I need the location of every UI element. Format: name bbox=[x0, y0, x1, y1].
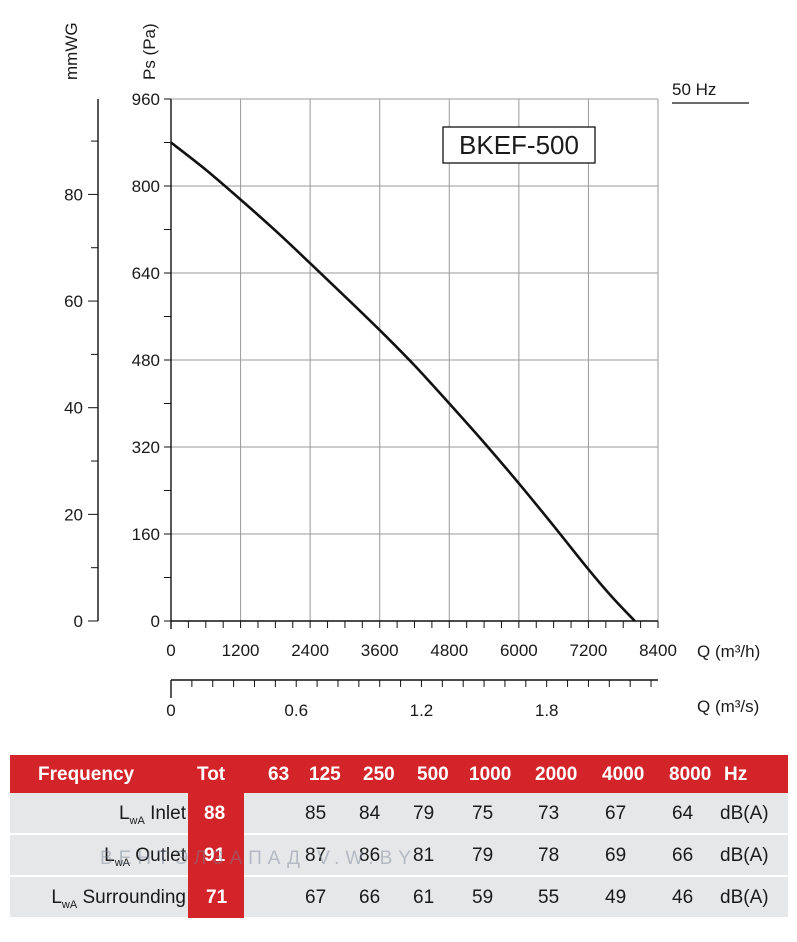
band-value: 84 bbox=[359, 803, 381, 824]
mmwg-tick-label: 0 bbox=[74, 612, 83, 631]
band-header: 2000 bbox=[535, 764, 578, 785]
band-header: 4000 bbox=[602, 764, 645, 785]
band-header: 125 bbox=[309, 764, 341, 785]
unit-header: Hz bbox=[724, 764, 748, 785]
table-row-outlet: LwA Outlet 91 87 86 81 79 78 69 66 dB(A) bbox=[10, 835, 788, 875]
mmwg-axis-label: mmWG bbox=[62, 22, 81, 80]
m3s-axis: 0 0.6 1.2 1.8 bbox=[166, 679, 658, 720]
x-tick-label: 8400 bbox=[639, 641, 677, 660]
band-value: 61 bbox=[413, 887, 435, 908]
band-header: 8000 bbox=[669, 764, 712, 785]
band-value: 67 bbox=[605, 803, 627, 824]
watermark: ВЕНТЭЛЗАПАД V.W.BY bbox=[100, 848, 417, 869]
m3s-tick-label: 1.2 bbox=[410, 701, 434, 720]
y-tick-labels: 0 160 320 480 640 800 960 bbox=[132, 90, 160, 631]
m3s-tick-label: 1.8 bbox=[535, 701, 559, 720]
band-header: 500 bbox=[417, 764, 449, 785]
x-tick-label: 0 bbox=[166, 641, 175, 660]
unit-value: dB(A) bbox=[720, 845, 769, 866]
tot-column bbox=[188, 793, 244, 918]
x-tick-labels: 0 1200 2400 3600 4800 6000 7200 8400 bbox=[166, 641, 677, 660]
band-value: 59 bbox=[472, 887, 494, 908]
sound-power-table: Frequency Tot 63 125 250 500 1000 2000 4… bbox=[10, 755, 788, 922]
unit-value: dB(A) bbox=[720, 887, 769, 908]
mmwg-tick-label: 80 bbox=[64, 185, 83, 204]
band-value: 64 bbox=[672, 803, 694, 824]
mmwg-axis: 0 20 40 60 80 bbox=[64, 99, 99, 631]
mmwg-tick-label: 60 bbox=[64, 292, 83, 311]
chart-axes bbox=[164, 98, 659, 629]
mmwg-tick-label: 40 bbox=[64, 399, 83, 418]
band-header: 250 bbox=[363, 764, 395, 785]
band-value: 81 bbox=[413, 845, 435, 866]
x-tick-label: 7200 bbox=[570, 641, 608, 660]
m3s-tick-label: 0 bbox=[166, 701, 175, 720]
chart-title: BKEF-500 bbox=[459, 130, 579, 160]
band-value: 55 bbox=[538, 887, 560, 908]
y-tick-label: 960 bbox=[132, 90, 160, 109]
band-value: 66 bbox=[359, 887, 381, 908]
row-label: LwA Outlet bbox=[104, 845, 186, 869]
band-value: 73 bbox=[538, 803, 560, 824]
table-row bbox=[10, 835, 788, 875]
band-value: 66 bbox=[672, 845, 694, 866]
band-header: 63 bbox=[268, 764, 290, 785]
y-tick-label: 0 bbox=[151, 612, 160, 631]
x-tick-label: 4800 bbox=[430, 641, 468, 660]
band-value: 67 bbox=[305, 887, 327, 908]
x-tick-label: 1200 bbox=[222, 641, 260, 660]
row-label: LwA Surrounding bbox=[51, 887, 186, 911]
x-tick-label: 2400 bbox=[291, 641, 329, 660]
model-label-box bbox=[442, 126, 596, 164]
band-value: 79 bbox=[472, 845, 494, 866]
tot-value: 71 bbox=[206, 887, 228, 908]
band-value: 75 bbox=[472, 803, 494, 824]
ps-axis-label: Ps (Pa) bbox=[140, 23, 159, 80]
table-row-inlet: LwA Inlet 88 85 84 79 75 73 67 64 dB(A) bbox=[10, 793, 788, 833]
mmwg-tick-label: 20 bbox=[64, 505, 83, 524]
table-header: Frequency Tot 63 125 250 500 1000 2000 4… bbox=[10, 755, 788, 793]
band-value: 79 bbox=[413, 803, 435, 824]
x-tick-label: 3600 bbox=[361, 641, 399, 660]
y-tick-label: 160 bbox=[132, 525, 160, 544]
y-tick-label: 800 bbox=[132, 177, 160, 196]
x-axis-label: Q (m³/h) bbox=[697, 642, 760, 661]
tot-value: 91 bbox=[204, 845, 226, 866]
x-axis-secondary-label: Q (m³/s) bbox=[697, 697, 759, 716]
tot-value: 88 bbox=[204, 803, 226, 824]
band-value: 78 bbox=[538, 845, 560, 866]
table-row-surrounding: LwA Surrounding 71 67 66 61 59 55 49 46 … bbox=[10, 877, 788, 917]
band-value: 85 bbox=[305, 803, 327, 824]
frequency-header: Frequency bbox=[38, 764, 135, 785]
y-tick-label: 320 bbox=[132, 438, 160, 457]
m3s-tick-label: 0.6 bbox=[284, 701, 308, 720]
band-value: 69 bbox=[605, 845, 627, 866]
frequency-label: 50 Hz bbox=[672, 80, 716, 99]
table-row bbox=[10, 793, 788, 833]
band-value: 87 bbox=[305, 845, 327, 866]
band-value: 49 bbox=[605, 887, 627, 908]
x-tick-label: 6000 bbox=[500, 641, 538, 660]
unit-value: dB(A) bbox=[720, 803, 769, 824]
table-row bbox=[10, 877, 788, 917]
band-value: 86 bbox=[359, 845, 381, 866]
y-tick-label: 480 bbox=[132, 351, 160, 370]
y-tick-label: 640 bbox=[132, 264, 160, 283]
band-value: 46 bbox=[672, 887, 694, 908]
band-header: 1000 bbox=[469, 764, 512, 785]
fan-performance-curve bbox=[170, 141, 636, 622]
row-label: LwA Inlet bbox=[118, 803, 186, 827]
chart-grid bbox=[170, 98, 659, 622]
tot-header: Tot bbox=[197, 764, 226, 785]
